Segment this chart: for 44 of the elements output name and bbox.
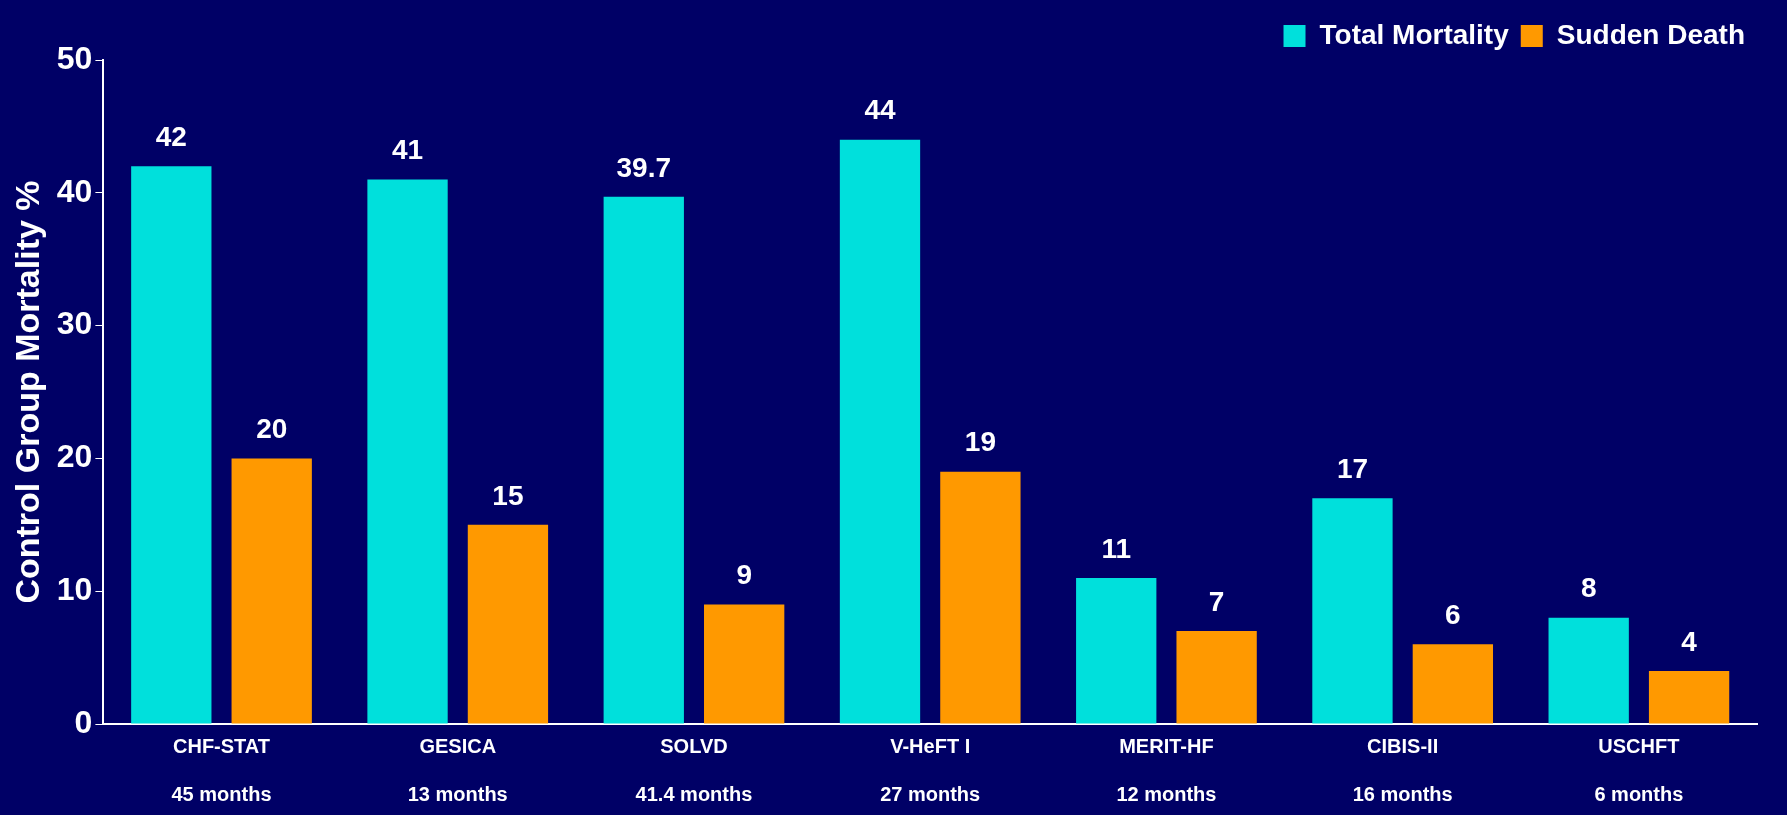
data-label: 39.7 bbox=[616, 151, 672, 183]
category-label: USCHFT 6 months bbox=[1594, 734, 1684, 805]
category-label: SOLVD 41.4 months bbox=[635, 734, 753, 805]
legend-label: Total Mortality bbox=[1319, 18, 1510, 50]
data-label: 42 bbox=[155, 120, 187, 152]
category-label: GESICA 13 months bbox=[407, 734, 508, 805]
bar bbox=[231, 458, 312, 724]
data-label: 11 bbox=[1101, 532, 1132, 564]
y-tick-label: 40 bbox=[56, 172, 93, 209]
data-label: 8 bbox=[1580, 572, 1597, 604]
bar bbox=[1548, 617, 1629, 724]
category-label: CHF-STAT 45 months bbox=[171, 734, 272, 805]
data-label: 15 bbox=[492, 479, 524, 511]
category-label: MERIT-HF 12 months bbox=[1116, 734, 1217, 805]
bar bbox=[1312, 498, 1393, 724]
data-label: 7 bbox=[1208, 585, 1225, 617]
data-label: 9 bbox=[736, 559, 752, 591]
data-label: 44 bbox=[864, 94, 896, 126]
bar bbox=[1648, 670, 1730, 724]
bar bbox=[1412, 644, 1494, 724]
bar bbox=[704, 604, 785, 724]
bar bbox=[367, 179, 448, 724]
data-label: 20 bbox=[256, 413, 288, 445]
bar bbox=[467, 524, 549, 724]
y-tick-label: 50 bbox=[56, 39, 93, 76]
bar bbox=[603, 196, 684, 724]
category-label: CIBIS-II 16 months bbox=[1352, 734, 1453, 805]
bar bbox=[131, 166, 212, 724]
category-label: V-HeFT I 27 months bbox=[880, 734, 981, 805]
y-tick-label: 30 bbox=[56, 305, 93, 342]
data-label: 41 bbox=[391, 134, 424, 166]
bar bbox=[839, 139, 921, 724]
y-tick-label: 0 bbox=[74, 703, 93, 740]
data-label: 19 bbox=[964, 426, 996, 458]
bar bbox=[1176, 631, 1257, 724]
y-tick-label: 20 bbox=[56, 438, 93, 475]
data-label: 6 bbox=[1445, 599, 1461, 631]
bar bbox=[940, 471, 1021, 724]
y-axis-title: Control Group Mortality % bbox=[7, 180, 46, 604]
data-label: 4 bbox=[1681, 625, 1698, 657]
bar bbox=[1076, 577, 1157, 724]
legend-label: Sudden Death bbox=[1556, 18, 1745, 50]
y-tick-label: 10 bbox=[56, 571, 93, 608]
data-label: 17 bbox=[1336, 452, 1369, 484]
